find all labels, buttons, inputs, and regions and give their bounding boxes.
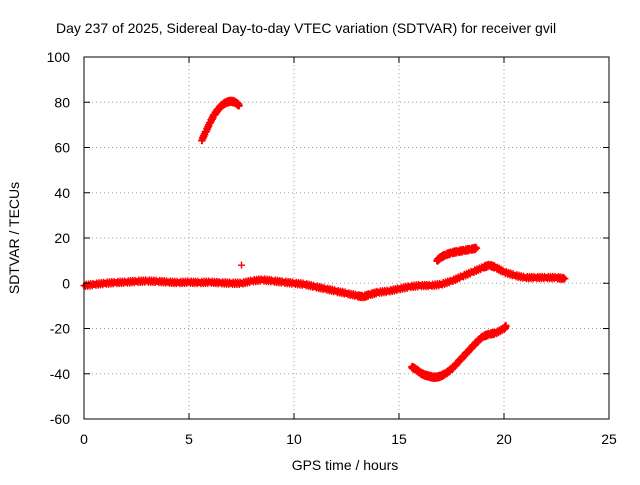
y-tick-label: 20	[54, 230, 70, 246]
series-lower-arc	[408, 321, 510, 382]
series-mid-arc	[433, 243, 481, 265]
y-tick-label: 100	[47, 49, 71, 65]
plot-frame-group	[83, 56, 610, 420]
x-tick-label: 5	[185, 431, 193, 447]
data-point	[473, 244, 481, 252]
x-tick-label: 0	[80, 431, 88, 447]
gridlines	[84, 57, 609, 419]
y-tick-label: -60	[50, 411, 70, 427]
y-tick-label: 40	[54, 185, 70, 201]
y-tick-label: 80	[54, 94, 70, 110]
y-tick-labels: -60 -40 -20 0 20 40 60 80 100	[47, 49, 71, 427]
y-tick-label: 60	[54, 140, 70, 156]
x-tick-label: 10	[286, 431, 302, 447]
x-tick-label: 25	[601, 431, 617, 447]
series-main-track	[80, 260, 569, 302]
x-tick-label: 15	[391, 431, 407, 447]
data-point	[235, 102, 243, 110]
y-tick-label: 0	[62, 275, 70, 291]
x-tick-labels: 0 5 10 15 20 25	[80, 431, 617, 447]
data-point	[238, 261, 245, 269]
y-tick-label: -20	[50, 321, 70, 337]
y-tick-label: -40	[50, 366, 70, 382]
series-outlier	[238, 261, 245, 269]
x-tick-label: 20	[496, 431, 512, 447]
chart-title: Day 237 of 2025, Sidereal Day-to-day VTE…	[56, 20, 556, 36]
data-point	[561, 275, 569, 283]
series-upper-arc	[198, 96, 243, 145]
plot-frame	[83, 56, 610, 420]
data-marks	[80, 96, 569, 382]
data-point	[502, 322, 510, 330]
y-axis-label: SDTVAR / TECUs	[6, 182, 22, 294]
x-axis-label: GPS time / hours	[292, 457, 399, 473]
